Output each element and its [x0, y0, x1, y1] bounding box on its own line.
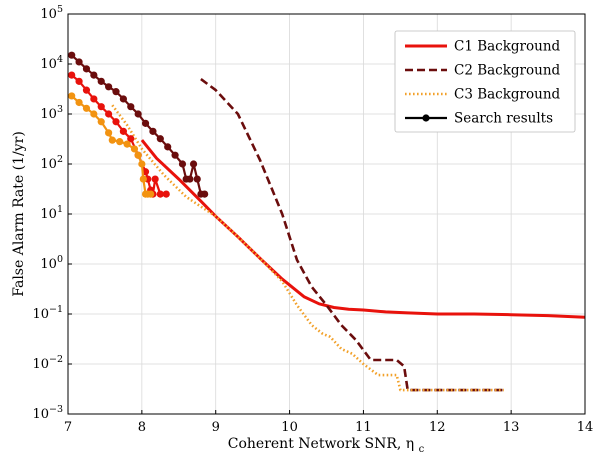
series-line-c3-background	[111, 104, 504, 392]
data-point-search-results-c3	[147, 190, 155, 198]
series-layer	[68, 51, 586, 392]
data-point-search-results-c1	[156, 190, 164, 198]
legend: C1 Background C2 Background C3 Background S…	[394, 30, 576, 133]
data-point-search-results-c3	[116, 138, 124, 146]
series-line-search-results-c3	[70, 95, 151, 196]
legend-label-c1-background: C1 Background	[454, 39, 561, 55]
data-point-search-results-c1	[75, 77, 83, 85]
legend-marker	[422, 114, 430, 122]
y-axis-label: False Alarm Rate (1/yr)	[11, 131, 27, 297]
x-axis-label-main: Coherent Network SNR, η	[228, 436, 414, 452]
x-tick-label: 13	[503, 420, 520, 435]
data-point-search-results-c3	[138, 160, 146, 168]
y-tick-label: 101	[40, 204, 63, 222]
data-point-search-results-c2	[112, 88, 120, 96]
data-point-search-results-c3	[139, 175, 147, 183]
data-point-search-results-c1	[97, 103, 105, 111]
data-point-search-results-c3	[82, 104, 91, 112]
data-point-search-results-c2	[186, 175, 194, 183]
data-point-search-results-c3	[108, 136, 116, 144]
data-point-search-results-c1	[68, 71, 76, 79]
data-point-search-results-c3	[105, 129, 113, 137]
data-point-search-results-c3	[90, 110, 98, 118]
legend-box	[394, 30, 576, 133]
x-axis-label-subscript: c	[419, 444, 425, 455]
series-line-c2-background	[200, 78, 504, 392]
x-tick-label: 12	[429, 420, 446, 435]
data-point-search-results-c3	[75, 98, 83, 107]
data-point-search-results-c2	[119, 95, 127, 103]
data-point-search-results-c2	[149, 127, 157, 135]
data-point-search-results-c1	[112, 118, 120, 126]
data-point-search-results-c1	[162, 190, 170, 198]
data-point-search-results-c2	[156, 135, 164, 143]
legend-label-c2-background: C2 Background	[454, 63, 561, 79]
data-point-search-results-c2	[171, 151, 179, 159]
data-point-search-results-c2	[105, 83, 113, 91]
legend-label-search-results: Search results	[454, 111, 553, 127]
y-tick-label: 10−3	[32, 404, 63, 422]
data-point-search-results-c2	[68, 51, 76, 59]
x-tick-label: 7	[64, 420, 72, 435]
data-point-search-results-c2	[141, 119, 150, 127]
data-point-search-results-c3	[134, 151, 142, 159]
data-point-search-results-c2	[134, 110, 142, 118]
data-point-search-results-c2	[193, 175, 201, 183]
data-point-search-results-c1	[105, 110, 113, 118]
data-point-search-results-c2	[189, 160, 198, 168]
y-tick-label: 10−2	[32, 354, 63, 372]
x-tick-label: 14	[577, 420, 594, 435]
data-point-search-results-c2	[127, 103, 135, 111]
data-point-search-results-c3	[123, 140, 131, 148]
data-point-search-results-c2	[164, 143, 172, 151]
y-tick-label: 10−1	[32, 304, 63, 322]
x-axis-label: Coherent Network SNR, η c	[228, 436, 425, 455]
data-point-search-results-c3	[97, 118, 105, 126]
data-point-search-results-c2	[90, 71, 98, 79]
data-point-search-results-c1	[119, 127, 127, 135]
data-point-search-results-c3	[130, 145, 139, 153]
x-ticks: 7 8 9 10 11 12 13 14	[64, 410, 593, 435]
data-point-search-results-c2	[82, 65, 91, 73]
y-tick-label: 104	[40, 54, 63, 72]
x-tick-label: 8	[138, 420, 146, 435]
y-tick-label: 102	[40, 154, 63, 172]
data-point-search-results-c2	[75, 58, 83, 66]
data-point-search-results-c2	[178, 160, 187, 168]
y-ticks: 10−3 10−2 10−1 100 101 102 103 104 105	[32, 4, 72, 422]
data-point-search-results-c3	[68, 92, 76, 100]
data-point-search-results-c1	[127, 135, 135, 143]
legend-label-c3-background: C3 Background	[454, 87, 561, 103]
y-tick-label: 103	[40, 104, 63, 122]
y-tick-label: 105	[40, 4, 63, 22]
data-point-search-results-c2	[201, 190, 209, 198]
series-line-search-results-c2	[70, 54, 205, 196]
x-tick-label: 9	[212, 420, 220, 435]
data-point-search-results-c1	[90, 95, 98, 103]
x-tick-label: 11	[355, 420, 372, 435]
y-tick-label: 100	[40, 254, 63, 272]
x-tick-label: 10	[281, 420, 298, 435]
data-point-search-results-c2	[97, 77, 105, 85]
data-point-search-results-c1	[82, 86, 91, 94]
data-point-search-results-c1	[151, 175, 159, 183]
series-line-c1-background	[140, 139, 586, 319]
